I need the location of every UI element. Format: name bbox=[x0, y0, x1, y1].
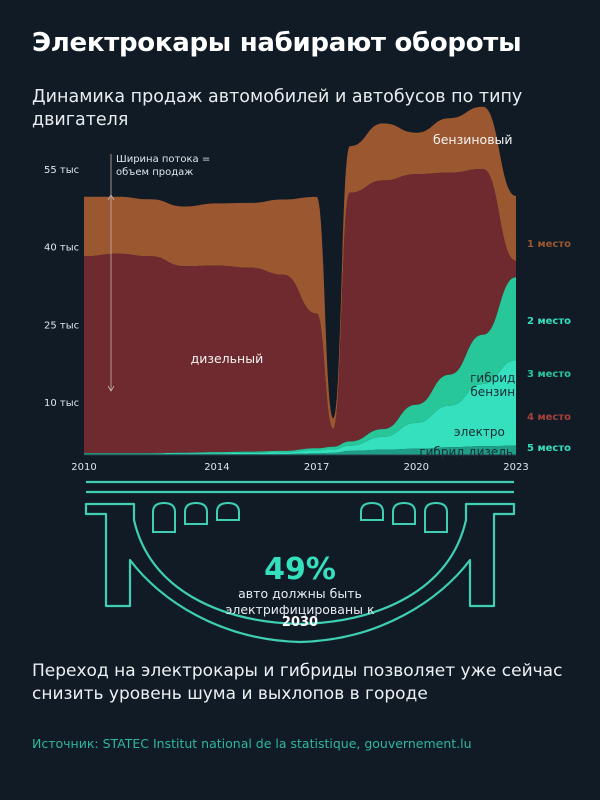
bottom-text: Переход на электрокары и гибриды позволя… bbox=[32, 661, 563, 704]
series-label-гибрид-бензин: гибрид bbox=[470, 371, 515, 385]
stream-дизельный bbox=[84, 169, 516, 454]
note-line-1: Ширина потока = bbox=[116, 154, 210, 165]
series-label-гибрид-дизель: гибрид дизель bbox=[419, 445, 513, 459]
y-tick-label: 10 тыс bbox=[44, 398, 79, 409]
series-label-дизельный: дизельный bbox=[191, 351, 264, 366]
source-text: Источник: STATEC Institut national de la… bbox=[32, 736, 472, 751]
width-note: Ширина потока = объем продаж bbox=[107, 154, 210, 392]
x-tick-label: 2023 bbox=[503, 462, 528, 473]
x-tick-label: 2020 bbox=[404, 462, 429, 473]
series-label-бензиновый: бензиновый bbox=[433, 132, 513, 147]
stat-value: 49% bbox=[264, 552, 336, 587]
bridge-small-arch bbox=[216, 501, 240, 521]
rank-label-электро: 2 место bbox=[527, 316, 571, 327]
rank-label-бензиновый: 1 место bbox=[527, 239, 571, 250]
note-line-2: объем продаж bbox=[116, 167, 193, 178]
note-arrow-up-icon bbox=[107, 194, 115, 201]
y-axis-ticks: 55 тыс 40 тыс 25 тыс 10 тыс bbox=[44, 165, 79, 409]
page-title: Электрокары набирают обороты bbox=[32, 28, 522, 58]
note-arrow-down-icon bbox=[107, 385, 115, 392]
bridge-illustration bbox=[84, 480, 516, 644]
bridge-small-arch bbox=[392, 501, 416, 525]
bridge-small-arch bbox=[360, 501, 384, 521]
x-tick-label: 2014 bbox=[204, 462, 229, 473]
rank-label-гибрид-дизель: 5 место bbox=[527, 443, 571, 454]
y-tick-label: 55 тыс bbox=[44, 165, 79, 176]
series-label-гибрид-бензин: бензин bbox=[470, 385, 515, 399]
stream-бензиновый bbox=[84, 106, 516, 429]
y-tick-label: 40 тыс bbox=[44, 243, 79, 254]
x-axis-ticks: 2010 2014 2017 2020 2023 bbox=[71, 462, 528, 473]
rank-label-гибрид-бензин: 3 место bbox=[527, 369, 571, 380]
bridge-small-arch bbox=[184, 501, 208, 525]
series-label-электро: электро bbox=[454, 425, 505, 439]
x-tick-label: 2017 bbox=[304, 462, 329, 473]
x-tick-label: 2010 bbox=[71, 462, 96, 473]
rank-labels: 1 место 2 место 3 место 4 место 5 место bbox=[527, 239, 571, 454]
stream-гибрид-бензин bbox=[84, 277, 516, 454]
page-subtitle: Динамика продаж автомобилей и автобусов … bbox=[32, 87, 523, 130]
stream-электро bbox=[84, 360, 516, 454]
bridge-small-arch bbox=[152, 501, 176, 533]
stream-areas bbox=[84, 106, 516, 456]
bridge-small-arch bbox=[424, 501, 448, 533]
stat-caption: авто должны быть электрифицированы к bbox=[225, 586, 375, 617]
stream-гибрид-дизель bbox=[84, 445, 516, 455]
stat-year: 2030 bbox=[281, 615, 319, 630]
bridge-arch bbox=[84, 502, 516, 644]
y-tick-label: 25 тыс bbox=[44, 320, 79, 331]
rank-label-дизельный: 4 место bbox=[527, 412, 571, 423]
